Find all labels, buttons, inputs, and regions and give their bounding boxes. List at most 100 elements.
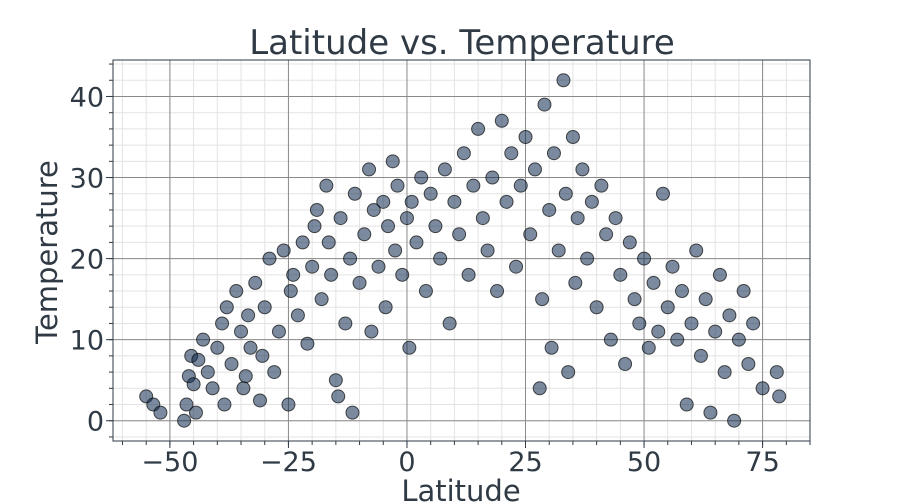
- data-point: [651, 324, 666, 339]
- data-point: [286, 267, 301, 282]
- y-axis-label: Temperature: [30, 160, 64, 345]
- data-point: [271, 324, 286, 339]
- data-point: [475, 211, 490, 226]
- data-point: [331, 389, 346, 404]
- data-point: [513, 178, 528, 193]
- data-point: [381, 219, 396, 234]
- data-point: [388, 243, 403, 258]
- data-point: [409, 235, 424, 250]
- data-point: [542, 202, 557, 217]
- data-point: [196, 332, 211, 347]
- data-point: [703, 405, 718, 420]
- data-point: [177, 413, 192, 428]
- data-point: [646, 275, 661, 290]
- data-point: [205, 381, 220, 396]
- data-point: [727, 413, 742, 428]
- data-point: [608, 211, 623, 226]
- data-point: [589, 300, 604, 315]
- data-point: [314, 292, 329, 307]
- data-point: [452, 227, 467, 242]
- data-point: [241, 308, 256, 323]
- tick-labels: −50 −25 0 25 50 75 0 10 20 30 40: [70, 82, 780, 478]
- data-point: [418, 284, 433, 299]
- data-point: [456, 146, 471, 161]
- data-point: [347, 186, 362, 201]
- y-tick-label: 40: [70, 82, 104, 113]
- data-point: [674, 284, 689, 299]
- data-point: [532, 381, 547, 396]
- data-point: [535, 292, 550, 307]
- data-point: [656, 186, 671, 201]
- x-tick-label: 25: [508, 447, 542, 478]
- data-point: [584, 194, 599, 209]
- data-point: [281, 397, 296, 412]
- data-point: [215, 316, 230, 331]
- data-point: [399, 211, 414, 226]
- data-point: [490, 284, 505, 299]
- data-point: [295, 235, 310, 250]
- data-point: [153, 405, 168, 420]
- data-point: [224, 356, 239, 371]
- data-point: [558, 186, 573, 201]
- data-point: [321, 235, 336, 250]
- data-point: [494, 113, 509, 128]
- data-point: [333, 211, 348, 226]
- x-tick-label: −25: [260, 447, 317, 478]
- data-point: [580, 251, 595, 266]
- data-point: [243, 340, 258, 355]
- data-point: [309, 202, 324, 217]
- data-point: [722, 308, 737, 323]
- data-point: [357, 227, 372, 242]
- data-point: [575, 162, 590, 177]
- chart-title: Latitude vs. Temperature: [249, 23, 675, 63]
- x-tick-label: 0: [398, 447, 415, 478]
- data-point: [252, 393, 267, 408]
- x-tick-label: −50: [141, 447, 198, 478]
- data-point: [343, 251, 358, 266]
- data-point: [276, 243, 291, 258]
- data-point: [523, 227, 538, 242]
- data-point: [300, 336, 315, 351]
- data-point: [471, 121, 486, 136]
- data-point: [731, 332, 746, 347]
- data-point: [234, 324, 249, 339]
- data-point: [188, 405, 203, 420]
- data-point: [544, 340, 559, 355]
- data-point: [594, 178, 609, 193]
- data-point: [568, 275, 583, 290]
- data-point: [324, 267, 339, 282]
- data-point: [414, 170, 429, 185]
- data-point: [328, 373, 343, 388]
- data-point: [627, 292, 642, 307]
- plot-frame: [112, 59, 811, 442]
- data-point: [561, 365, 576, 380]
- data-point: [632, 316, 647, 331]
- y-tick-label: 0: [87, 407, 104, 438]
- axis-ticks: [106, 63, 811, 448]
- data-point: [613, 267, 628, 282]
- data-point: [499, 194, 514, 209]
- data-point: [570, 211, 585, 226]
- data-point: [319, 178, 334, 193]
- data-point: [378, 300, 393, 315]
- data-point: [461, 267, 476, 282]
- data-point: [447, 194, 462, 209]
- data-point: [660, 300, 675, 315]
- data-point: [179, 397, 194, 412]
- data-point: [200, 365, 215, 380]
- data-point: [362, 162, 377, 177]
- data-point: [437, 162, 452, 177]
- data-point: [364, 324, 379, 339]
- data-point: [433, 251, 448, 266]
- data-point: [191, 352, 206, 367]
- data-point: [236, 381, 251, 396]
- data-point: [423, 186, 438, 201]
- data-point: [366, 202, 381, 217]
- x-tick-label: 50: [627, 447, 661, 478]
- x-tick-label: 75: [745, 447, 779, 478]
- data-point: [283, 284, 298, 299]
- data-point: [693, 348, 708, 363]
- data-point: [684, 316, 699, 331]
- data-point: [670, 332, 685, 347]
